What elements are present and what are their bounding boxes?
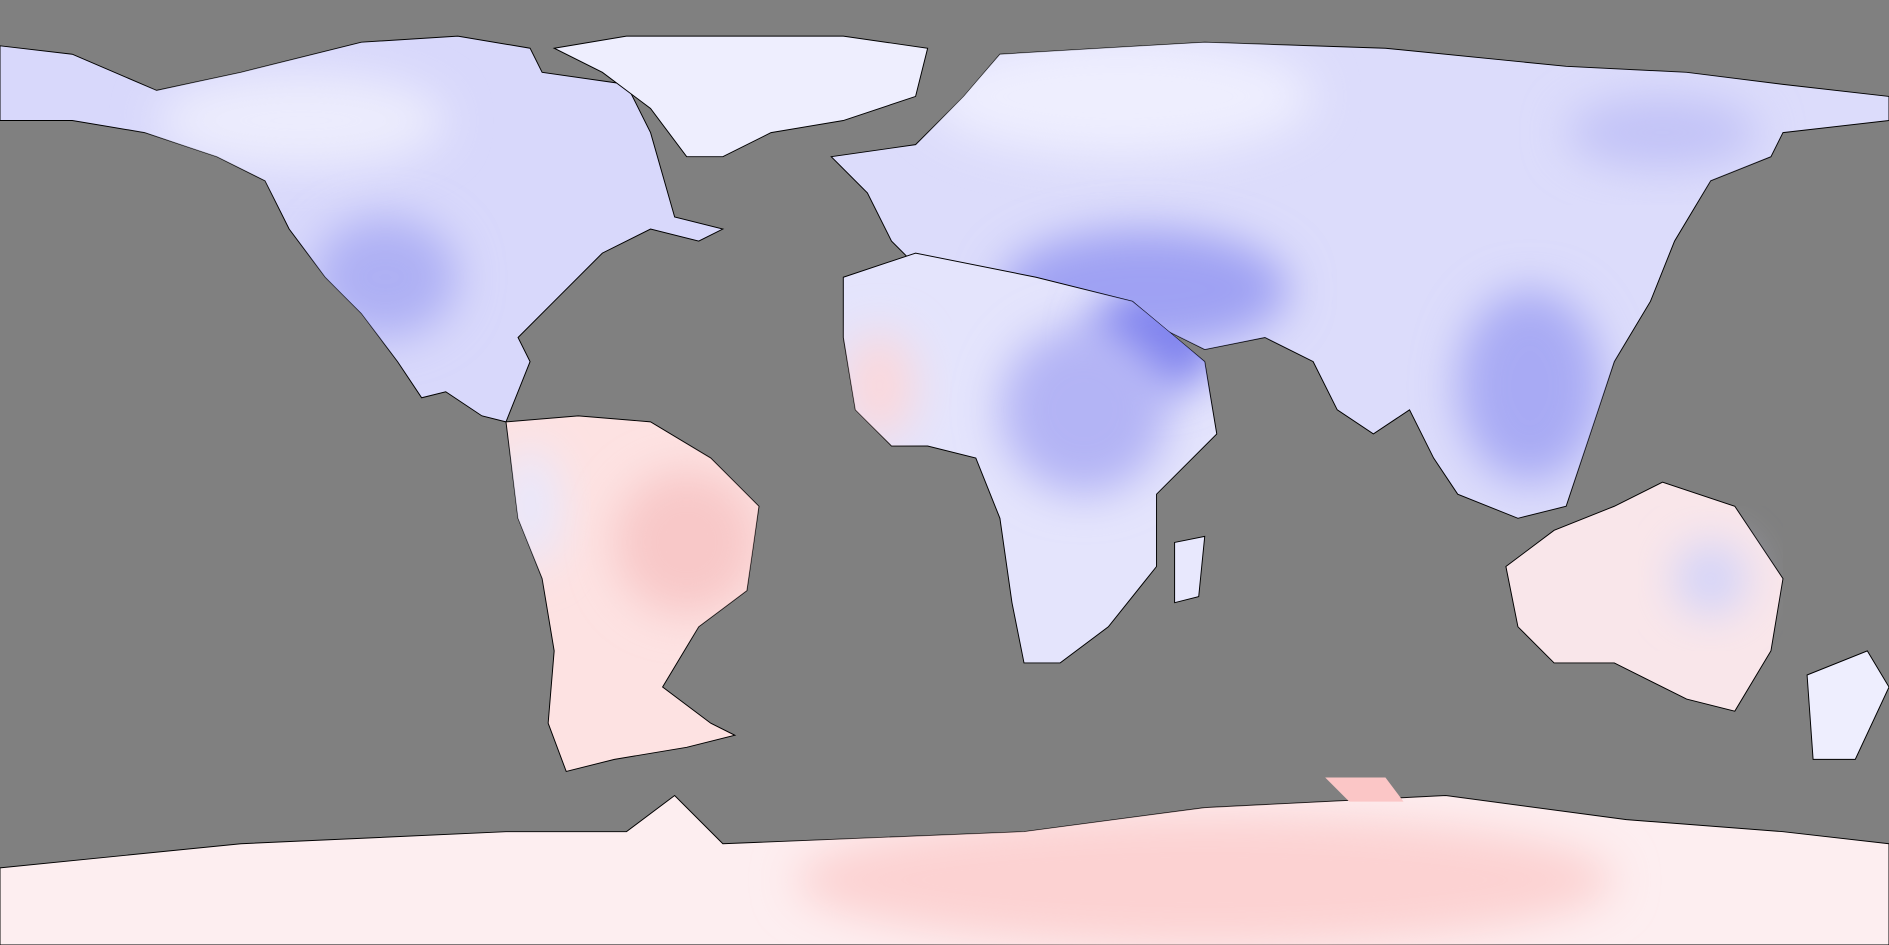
sea-ice-patch — [1325, 777, 1404, 802]
anomaly-blob — [999, 325, 1169, 495]
anomaly-blob — [1566, 96, 1759, 169]
eurasia-shading — [927, 42, 1759, 483]
greenland — [552, 35, 929, 158]
australia — [1505, 481, 1784, 712]
antarctica-shading — [795, 813, 1615, 945]
anomaly-blob — [927, 42, 1314, 157]
new-zealand — [1806, 650, 1889, 760]
anomaly-blob — [795, 813, 1615, 945]
anomaly-blob — [1674, 542, 1747, 615]
anomaly-blob — [614, 470, 759, 615]
anomaly-blob — [156, 72, 446, 169]
madagascar — [1174, 535, 1206, 604]
anomaly-blob — [1457, 289, 1603, 483]
anomaly-blob — [843, 331, 916, 440]
